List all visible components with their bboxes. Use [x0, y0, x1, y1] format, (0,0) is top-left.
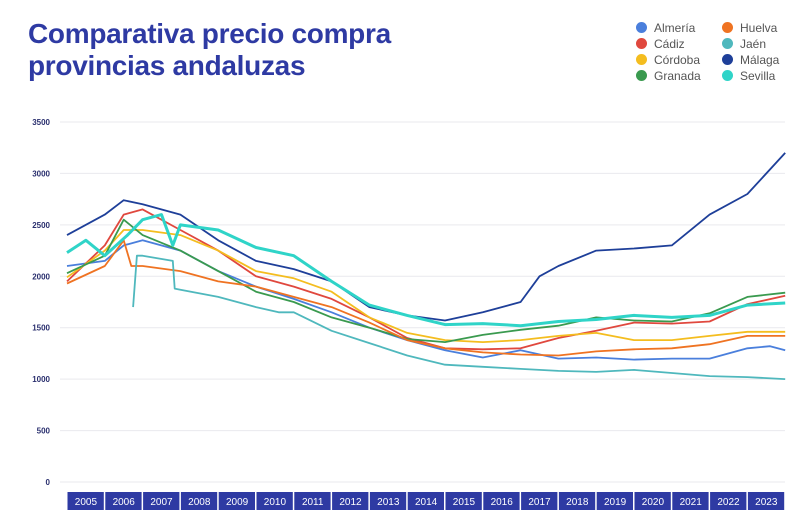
legend-label: Huelva	[740, 20, 778, 35]
legend-label: Jaén	[740, 36, 767, 51]
y-tick-label: 3500	[32, 118, 50, 127]
x-tick-box	[596, 492, 633, 510]
chart-title: Comparativa precio compra provincias and…	[28, 18, 391, 82]
legend-item: Jaén	[722, 36, 802, 51]
legend-marker-icon	[722, 70, 733, 81]
y-tick-label: 1000	[32, 375, 50, 384]
x-tick-box	[445, 492, 482, 510]
x-tick-box	[407, 492, 444, 510]
x-tick-label: 2019	[604, 497, 627, 508]
x-tick-label: 2008	[188, 497, 211, 508]
legend-item: Huelva	[722, 20, 802, 35]
legend-marker-icon	[636, 22, 647, 33]
x-tick-label: 2005	[75, 497, 98, 508]
x-tick-box	[180, 492, 218, 510]
legend-item: Granada	[636, 68, 722, 83]
x-tick-box	[747, 492, 785, 510]
legend-marker-icon	[636, 38, 647, 49]
x-tick-label: 2015	[453, 497, 476, 508]
legend-marker-icon	[722, 54, 733, 65]
x-tick-box	[294, 492, 331, 510]
x-tick-label: 2018	[566, 497, 589, 508]
x-tick-label: 2021	[680, 497, 703, 508]
legend-item: Córdoba	[636, 52, 722, 67]
x-tick-label: 2007	[150, 497, 173, 508]
x-tick-label: 2013	[377, 497, 400, 508]
legend-marker-icon	[722, 38, 733, 49]
legend-item: Cádiz	[636, 36, 722, 51]
chart-title-line-2: provincias andaluzas	[28, 50, 306, 81]
x-tick-box	[143, 492, 180, 510]
y-tick-label: 2500	[32, 221, 50, 230]
series-line-4	[66, 239, 786, 357]
series-line-7	[66, 213, 786, 328]
x-tick-label: 2023	[755, 497, 778, 508]
x-tick-box	[218, 492, 255, 510]
x-tick-label: 2016	[491, 497, 514, 508]
x-tick-box	[332, 492, 369, 510]
x-tick-box	[710, 492, 747, 510]
x-tick-label: 2020	[642, 497, 665, 508]
x-tick-box	[634, 492, 671, 510]
x-tick-box	[672, 492, 709, 510]
x-tick-label: 2017	[528, 497, 551, 508]
x-tick-label: 2012	[339, 497, 362, 508]
legend-item: Almería	[636, 20, 722, 35]
legend-item: Sevilla	[722, 68, 802, 83]
x-tick-box	[256, 492, 293, 510]
x-tick-box	[521, 492, 558, 510]
x-tick-box	[369, 492, 407, 510]
legend-label: Granada	[654, 68, 701, 83]
legend-marker-icon	[722, 22, 733, 33]
series-line-5	[132, 254, 786, 380]
x-tick-label: 2009	[226, 497, 249, 508]
y-tick-label: 1500	[32, 324, 50, 333]
legend: Almería Huelva Cádiz Jaén Córdoba Málaga Grana…	[636, 20, 802, 83]
chart-title-line-1: Comparativa precio compra	[28, 18, 391, 49]
legend-label: Sevilla	[740, 68, 776, 83]
y-tick-label: 0	[46, 478, 51, 487]
series-line-2	[66, 229, 786, 343]
x-tick-box	[105, 492, 142, 510]
legend-marker-icon	[636, 54, 647, 65]
series-line-6	[66, 152, 786, 322]
y-tick-label: 2000	[32, 272, 50, 281]
legend-label: Córdoba	[654, 52, 701, 67]
x-tick-label: 2010	[264, 497, 287, 508]
y-tick-label: 3000	[32, 169, 50, 178]
series-line-0	[66, 239, 786, 361]
x-tick-box	[483, 492, 520, 510]
legend-item: Málaga	[722, 52, 802, 67]
x-tick-label: 2014	[415, 497, 438, 508]
y-tick-label: 500	[37, 427, 51, 436]
x-tick-box	[558, 492, 596, 510]
x-tick-label: 2011	[302, 497, 324, 508]
legend-marker-icon	[636, 70, 647, 81]
x-tick-label: 2006	[113, 497, 136, 508]
x-tick-box	[67, 492, 104, 510]
legend-label: Málaga	[740, 52, 780, 67]
legend-label: Cádiz	[654, 36, 685, 51]
x-tick-label: 2022	[717, 497, 740, 508]
legend-label: Almería	[654, 20, 696, 35]
series-line-3	[66, 218, 786, 343]
